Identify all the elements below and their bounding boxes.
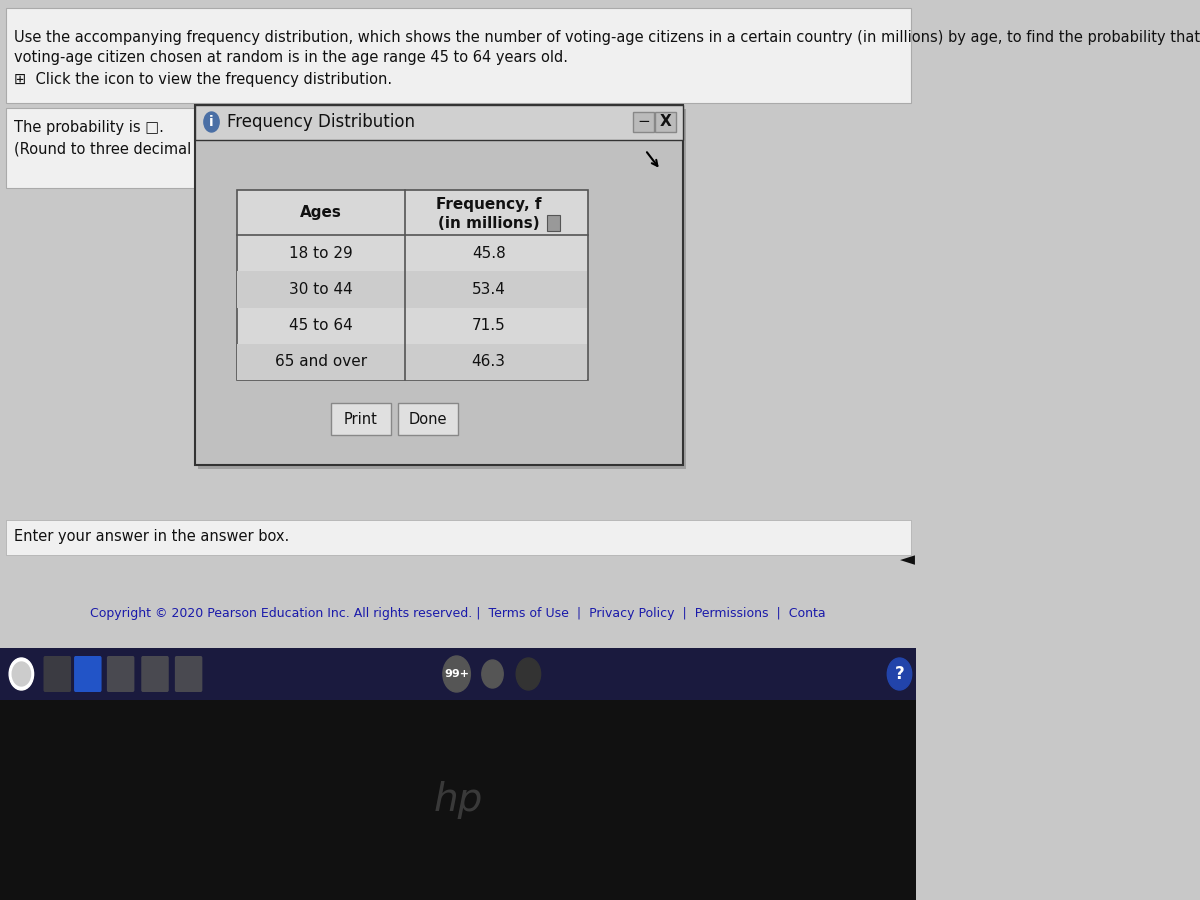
Text: 71.5: 71.5 [472, 318, 505, 333]
FancyBboxPatch shape [0, 648, 917, 700]
FancyBboxPatch shape [194, 105, 684, 465]
FancyBboxPatch shape [0, 700, 917, 900]
Text: Copyright © 2020 Pearson Education Inc. All rights reserved. |  Terms of Use  | : Copyright © 2020 Pearson Education Inc. … [90, 608, 826, 620]
Text: 45.8: 45.8 [472, 246, 505, 261]
Text: voting-age citizen chosen at random is in the age range 45 to 64 years old.: voting-age citizen chosen at random is i… [13, 50, 568, 65]
FancyBboxPatch shape [634, 112, 654, 132]
FancyBboxPatch shape [175, 656, 203, 692]
FancyBboxPatch shape [0, 0, 917, 900]
Text: ◄: ◄ [900, 551, 914, 570]
FancyBboxPatch shape [6, 8, 911, 103]
FancyBboxPatch shape [194, 105, 684, 140]
Circle shape [204, 112, 220, 132]
Text: Done: Done [408, 411, 446, 427]
FancyBboxPatch shape [43, 656, 71, 692]
FancyBboxPatch shape [198, 109, 686, 469]
Text: 99+: 99+ [444, 669, 469, 679]
FancyBboxPatch shape [331, 403, 391, 435]
Text: −: − [637, 114, 650, 130]
Text: Enter your answer in the answer box.: Enter your answer in the answer box. [13, 529, 289, 544]
FancyBboxPatch shape [6, 108, 197, 188]
Circle shape [12, 662, 30, 686]
Text: ⊞  Click the icon to view the frequency distribution.: ⊞ Click the icon to view the frequency d… [13, 72, 392, 87]
Circle shape [516, 658, 541, 690]
FancyBboxPatch shape [236, 190, 588, 380]
Text: 30 to 44: 30 to 44 [289, 282, 353, 297]
Text: i: i [209, 115, 214, 129]
FancyBboxPatch shape [238, 271, 587, 308]
Circle shape [10, 658, 34, 690]
FancyBboxPatch shape [398, 403, 458, 435]
Text: (in millions): (in millions) [438, 215, 540, 230]
FancyBboxPatch shape [142, 656, 169, 692]
Text: Frequency Distribution: Frequency Distribution [227, 113, 415, 131]
Text: 46.3: 46.3 [472, 355, 505, 369]
Text: 18 to 29: 18 to 29 [289, 246, 353, 261]
FancyBboxPatch shape [547, 215, 559, 231]
Text: (Round to three decimal places as ne: (Round to three decimal places as ne [13, 142, 287, 157]
Text: hp: hp [433, 781, 482, 819]
FancyBboxPatch shape [6, 520, 911, 555]
Text: 65 and over: 65 and over [275, 355, 367, 369]
Text: Frequency, f: Frequency, f [436, 196, 541, 211]
FancyBboxPatch shape [238, 344, 587, 380]
Circle shape [887, 658, 912, 690]
Circle shape [443, 656, 470, 692]
FancyBboxPatch shape [0, 600, 917, 628]
Text: Use the accompanying frequency distribution, which shows the number of voting-ag: Use the accompanying frequency distribut… [13, 30, 1200, 45]
Text: The probability is □.: The probability is □. [13, 120, 163, 135]
Text: 45 to 64: 45 to 64 [289, 318, 353, 333]
FancyBboxPatch shape [107, 656, 134, 692]
Circle shape [482, 660, 503, 688]
Text: Print: Print [343, 411, 377, 427]
Text: 53.4: 53.4 [472, 282, 505, 297]
Text: X: X [660, 114, 672, 130]
Text: ?: ? [895, 665, 905, 683]
FancyBboxPatch shape [655, 112, 676, 132]
Text: Ages: Ages [300, 204, 342, 220]
FancyBboxPatch shape [74, 656, 102, 692]
